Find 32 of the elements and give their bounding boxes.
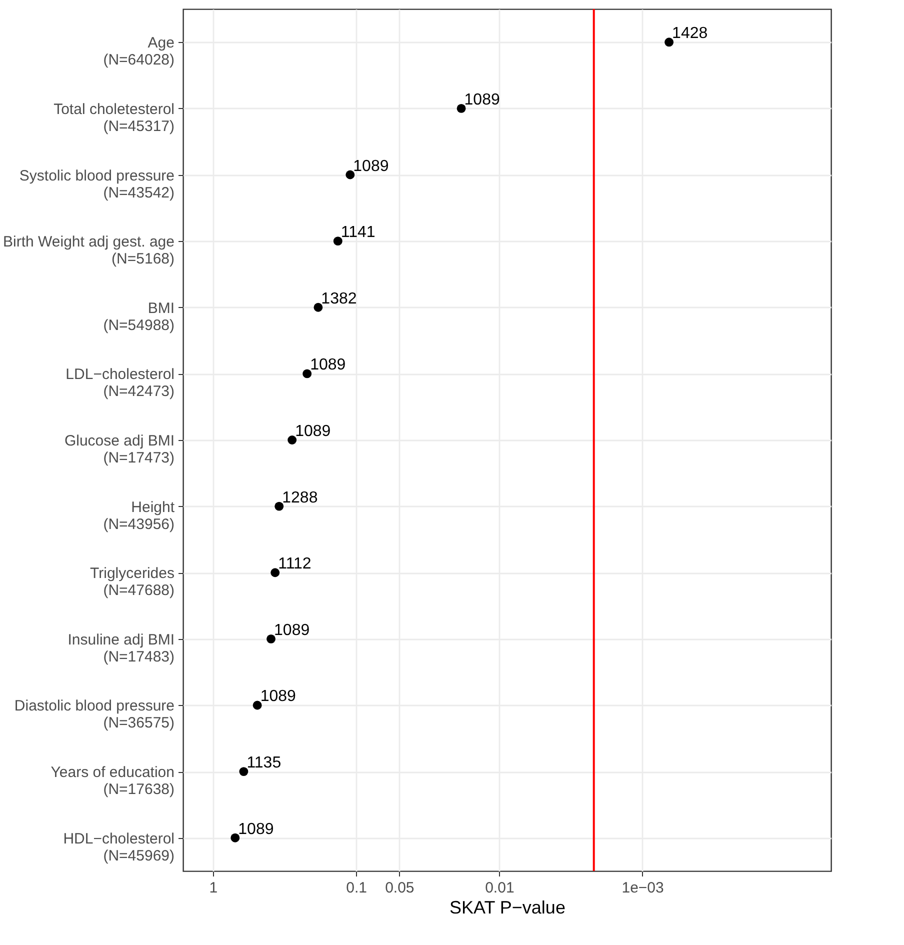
y-tick-label: Total choletesterol (N=45317) — [54, 100, 174, 135]
y-tick-label: Birth Weight adj gest. age (N=5168) — [3, 234, 175, 268]
y-tick-label: Years of education (N=17638) — [50, 764, 174, 798]
y-tick-label: Triglycerides (N=47688) — [90, 565, 174, 600]
x-tick-label: 0.01 — [485, 880, 514, 896]
x-axis-title: SKAT P−value — [450, 898, 566, 918]
annotation: 1089 — [295, 423, 331, 440]
annotation: 1089 — [238, 820, 274, 838]
annotation: 1428 — [672, 25, 708, 42]
y-tick-label: Insuline adj BMI (N=17483) — [68, 631, 174, 666]
annotation: 1089 — [260, 688, 296, 706]
annotation: 1288 — [282, 489, 318, 506]
annotation: 1141 — [340, 224, 376, 242]
y-tick-label: LDL−cholesterol (N=42473) — [66, 366, 174, 400]
annotation: 1135 — [246, 754, 282, 772]
y-tick-label: Height (N=43956) — [103, 498, 176, 533]
y-tick-label: HDL−cholesterol (N=45969) — [63, 830, 174, 864]
annotation: 1089 — [274, 622, 310, 639]
annotation: 1089 — [353, 158, 389, 175]
x-tick-label: 0.05 — [385, 880, 414, 896]
x-tick-label: 1e−03 — [622, 880, 664, 896]
annotation: 1382 — [321, 290, 357, 308]
x-tick-label: 1 — [209, 880, 218, 896]
y-tick-label: Systolic blood pressure (N=43542) — [19, 167, 174, 202]
annotation: 1089 — [310, 356, 346, 374]
annotation: 1089 — [464, 91, 500, 108]
y-tick-label: Age (N=64028) — [103, 34, 174, 69]
x-tick-label: 0.1 — [346, 880, 368, 896]
annotation: 1112 — [278, 556, 312, 573]
y-tick-label: Diastolic blood pressure (N=36575) — [14, 698, 174, 732]
y-tick-label: BMI (N=54988) — [103, 300, 174, 334]
y-tick-label: Glucose adj BMI (N=17473) — [64, 432, 174, 466]
